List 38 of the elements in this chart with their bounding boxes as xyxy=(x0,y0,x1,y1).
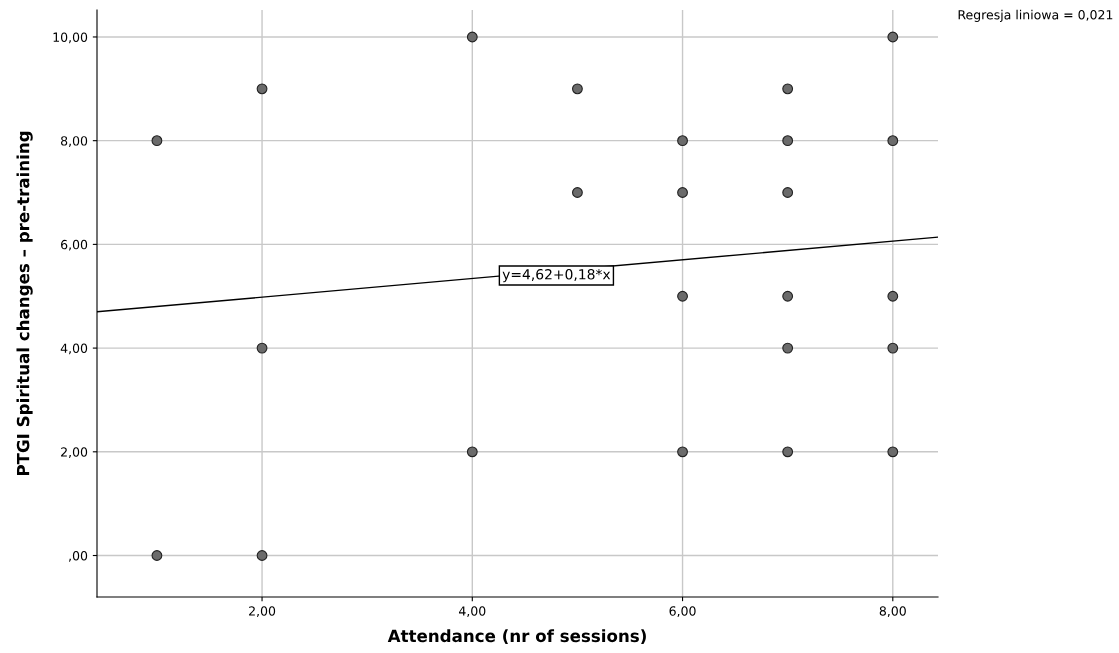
x-tick-label: 2,00 xyxy=(249,606,276,617)
point xyxy=(782,342,794,354)
point xyxy=(887,342,899,354)
y-tick-label: 4,00 xyxy=(60,343,88,355)
point xyxy=(782,83,794,95)
point xyxy=(677,135,688,147)
text: Regresja liniowa = 0,021 xyxy=(958,9,1113,22)
point xyxy=(466,31,478,43)
annotation: y=4,62+0,18*x xyxy=(502,269,611,283)
y-tick-label: 10,00 xyxy=(53,32,88,44)
y-tick-label: 6,00 xyxy=(61,239,88,251)
point xyxy=(887,446,899,458)
point xyxy=(151,550,163,561)
y-tick-label: ,00 xyxy=(69,550,88,562)
x-axis-title: Attendance (nr of sessions) xyxy=(387,629,646,645)
point xyxy=(572,83,583,95)
point xyxy=(677,446,688,458)
point xyxy=(887,31,899,43)
point xyxy=(677,290,688,302)
point xyxy=(256,342,268,354)
point xyxy=(256,83,268,95)
x-tick-label: 4,00 xyxy=(458,606,486,617)
point xyxy=(782,446,794,458)
y-tick-label: 2,00 xyxy=(61,447,88,459)
x-tick-label: 6,00 xyxy=(669,606,696,617)
y-tick-label: 8,00 xyxy=(60,136,88,147)
x-tick-label: 8,00 xyxy=(879,606,906,617)
point xyxy=(782,187,794,198)
y-axis-title: PTGI Spiritual changes – pre-training xyxy=(16,131,33,476)
point xyxy=(466,446,478,458)
point xyxy=(572,187,583,198)
point xyxy=(887,290,899,302)
point xyxy=(677,187,688,198)
point xyxy=(887,135,899,147)
point xyxy=(256,550,268,561)
point xyxy=(782,135,794,147)
point xyxy=(151,135,163,147)
point xyxy=(782,290,794,302)
